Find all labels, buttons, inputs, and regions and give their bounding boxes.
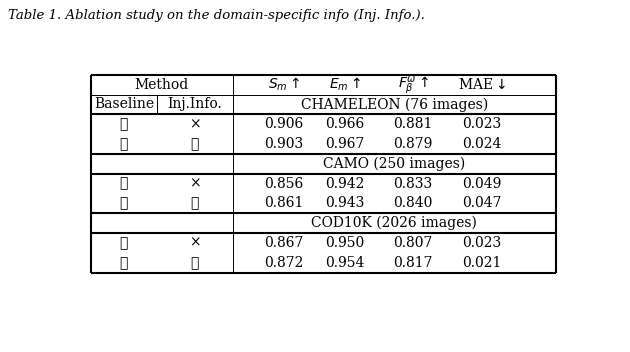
Text: Table 1. Ablation study on the domain-specific info (Inj. Info.).: Table 1. Ablation study on the domain-sp… (8, 9, 425, 22)
Text: 0.903: 0.903 (264, 137, 304, 151)
Text: MAE$\downarrow$: MAE$\downarrow$ (457, 77, 505, 92)
Text: 0.954: 0.954 (325, 256, 365, 270)
Text: ✓: ✓ (120, 137, 128, 151)
Text: 0.879: 0.879 (394, 137, 433, 151)
Text: ×: × (189, 236, 200, 250)
Text: 0.906: 0.906 (264, 117, 304, 131)
Text: 0.023: 0.023 (462, 236, 501, 250)
Text: Inj.Info.: Inj.Info. (168, 98, 222, 112)
Text: 0.049: 0.049 (462, 177, 501, 190)
Text: ✓: ✓ (120, 256, 128, 270)
Text: 0.817: 0.817 (394, 256, 433, 270)
Text: $E_m\uparrow$: $E_m\uparrow$ (329, 76, 361, 93)
Text: ✓: ✓ (120, 196, 128, 210)
Text: Method: Method (135, 78, 189, 92)
Text: 0.950: 0.950 (325, 236, 365, 250)
Text: ×: × (189, 117, 200, 131)
Text: ✓: ✓ (120, 117, 128, 131)
Text: ✓: ✓ (120, 177, 128, 190)
Text: 0.023: 0.023 (462, 117, 501, 131)
Text: 0.867: 0.867 (264, 236, 304, 250)
Text: $F_\beta^\omega\uparrow$: $F_\beta^\omega\uparrow$ (398, 74, 428, 96)
Text: 0.966: 0.966 (325, 117, 365, 131)
Text: 0.024: 0.024 (462, 137, 501, 151)
Text: 0.021: 0.021 (462, 256, 501, 270)
Text: 0.942: 0.942 (325, 177, 365, 190)
Text: $S_m\uparrow$: $S_m\uparrow$ (268, 76, 300, 93)
Text: ✓: ✓ (190, 137, 199, 151)
Text: 0.807: 0.807 (394, 236, 433, 250)
Text: ✓: ✓ (120, 236, 128, 250)
Text: ✓: ✓ (190, 196, 199, 210)
Text: 0.872: 0.872 (264, 256, 304, 270)
Text: COD10K (2026 images): COD10K (2026 images) (311, 216, 478, 230)
Text: CAMO (250 images): CAMO (250 images) (323, 157, 466, 171)
Text: ✓: ✓ (190, 256, 199, 270)
Text: 0.833: 0.833 (394, 177, 433, 190)
Text: 0.840: 0.840 (394, 196, 433, 210)
Text: 0.047: 0.047 (462, 196, 501, 210)
Text: 0.881: 0.881 (394, 117, 433, 131)
Text: 0.943: 0.943 (325, 196, 365, 210)
Text: CHAMELEON (76 images): CHAMELEON (76 images) (301, 97, 488, 112)
Text: 0.967: 0.967 (325, 137, 365, 151)
Text: 0.856: 0.856 (264, 177, 304, 190)
Text: 0.861: 0.861 (264, 196, 304, 210)
Text: Baseline: Baseline (94, 98, 154, 112)
Text: ×: × (189, 177, 200, 190)
